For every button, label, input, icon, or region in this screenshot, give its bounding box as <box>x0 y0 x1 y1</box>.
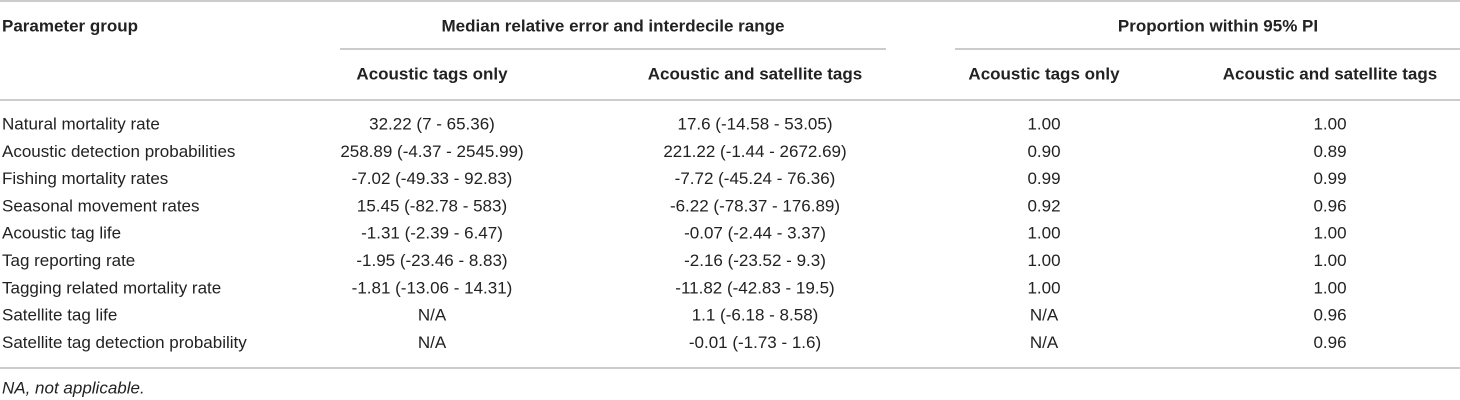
cell: 1.00 <box>1313 224 1346 243</box>
row-label: Seasonal movement rates <box>2 196 200 215</box>
cell: -0.07 (-2.44 - 3.37) <box>684 224 826 243</box>
cell: 1.00 <box>1313 278 1346 297</box>
cell: 1.00 <box>1027 251 1060 270</box>
cell: 0.89 <box>1313 142 1346 161</box>
cell: -0.01 (-1.73 - 1.6) <box>689 333 821 352</box>
cell: 1.00 <box>1027 224 1060 243</box>
cell: -7.72 (-45.24 - 76.36) <box>675 169 836 188</box>
cell: -2.16 (-23.52 - 9.3) <box>684 251 826 270</box>
cell: 0.99 <box>1027 169 1060 188</box>
row-label: Satellite tag life <box>2 306 117 325</box>
cell: N/A <box>418 306 447 325</box>
cell: N/A <box>418 333 447 352</box>
cell: N/A <box>1030 333 1059 352</box>
cell: -1.81 (-13.06 - 14.31) <box>352 278 513 297</box>
sub-header: Acoustic and satellite tags <box>648 64 862 83</box>
cell: 0.96 <box>1313 306 1346 325</box>
row-label: Tagging related mortality rate <box>2 278 221 297</box>
group-header: Proportion within 95% PI <box>1118 16 1318 35</box>
cell: 0.96 <box>1313 196 1346 215</box>
row-label: Fishing mortality rates <box>2 169 168 188</box>
cell: 17.6 (-14.58 - 53.05) <box>678 114 833 133</box>
cell: 0.92 <box>1027 196 1060 215</box>
cell: -11.82 (-42.83 - 19.5) <box>675 278 834 297</box>
row-label: Satellite tag detection probability <box>2 333 247 352</box>
cell: 1.00 <box>1313 114 1346 133</box>
cell: N/A <box>1030 306 1059 325</box>
header-cell: Parameter group <box>2 16 138 35</box>
cell: 0.90 <box>1027 142 1060 161</box>
cell: -1.95 (-23.46 - 8.83) <box>356 251 507 270</box>
cell: 258.89 (-4.37 - 2545.99) <box>340 142 523 161</box>
cell: -6.22 (-78.37 - 176.89) <box>670 196 840 215</box>
row-label: Tag reporting rate <box>2 251 135 270</box>
cell: 1.00 <box>1313 251 1346 270</box>
cell: 32.22 (7 - 65.36) <box>369 114 495 133</box>
row-label: Acoustic tag life <box>2 224 121 243</box>
sub-header: Acoustic tags only <box>968 64 1120 83</box>
cell: -1.31 (-2.39 - 6.47) <box>361 224 503 243</box>
cell: -7.02 (-49.33 - 92.83) <box>352 169 513 188</box>
cell: 0.96 <box>1313 333 1346 352</box>
row-label: Natural mortality rate <box>2 114 160 133</box>
cell: 15.45 (-82.78 - 583) <box>357 196 507 215</box>
row-label: Acoustic detection probabilities <box>2 142 235 161</box>
cell: 1.1 (-6.18 - 8.58) <box>692 306 819 325</box>
sub-header: Acoustic tags only <box>356 64 508 83</box>
cell: 0.99 <box>1313 169 1346 188</box>
sub-header: Acoustic and satellite tags <box>1223 64 1437 83</box>
cell: 1.00 <box>1027 278 1060 297</box>
footnote: NA, not applicable. <box>2 378 145 397</box>
group-header: Median relative error and interdecile ra… <box>442 16 785 35</box>
cell: 1.00 <box>1027 114 1060 133</box>
cell: 221.22 (-1.44 - 2672.69) <box>663 142 846 161</box>
